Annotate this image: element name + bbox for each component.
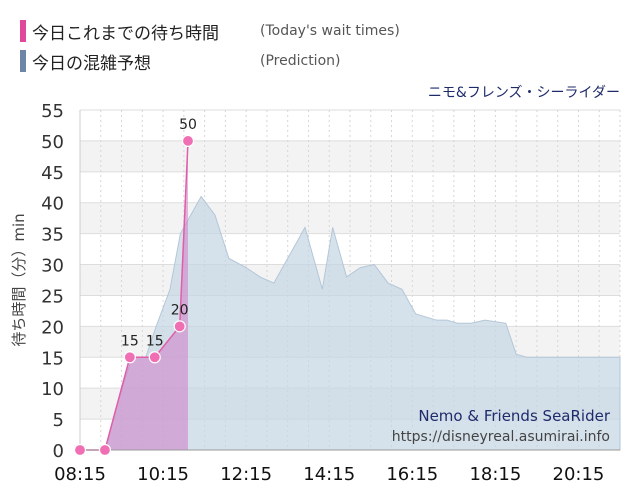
y-tick-label: 10 bbox=[41, 379, 64, 400]
today-point bbox=[173, 320, 186, 333]
y-tick-label: 15 bbox=[41, 348, 64, 369]
y-tick-label: 30 bbox=[41, 256, 64, 277]
data-label: 15 bbox=[121, 333, 139, 349]
x-tick-label: 10:15 bbox=[137, 464, 189, 485]
today-point bbox=[73, 443, 87, 457]
legend-today-label: 今日これまでの待ち時間 bbox=[32, 23, 219, 44]
watermark-name: Nemo & Friends SeaRider bbox=[418, 407, 610, 425]
grid-band bbox=[80, 233, 620, 265]
prediction-area bbox=[80, 195, 621, 451]
y-tick-label: 45 bbox=[41, 163, 64, 184]
x-tick-label: 20:15 bbox=[553, 464, 605, 485]
y-tick-label: 50 bbox=[41, 132, 64, 153]
today-point bbox=[98, 443, 112, 457]
data-label: 15 bbox=[146, 333, 164, 349]
legend-today: 今日これまでの待ち時間 bbox=[20, 20, 219, 44]
y-tick-label: 5 bbox=[53, 410, 64, 431]
y-tick-label: 55 bbox=[41, 101, 64, 122]
x-tick-label: 18:15 bbox=[469, 464, 521, 485]
legend-prediction: 今日の混雑予想 bbox=[20, 50, 151, 74]
legend-today-sub: (Today's wait times) bbox=[260, 23, 400, 39]
grid-band bbox=[80, 202, 620, 234]
legend-today-swatch bbox=[20, 20, 26, 42]
today-point bbox=[148, 351, 161, 364]
watermark-url: https://disneyreal.asumirai.info bbox=[392, 429, 610, 445]
axes bbox=[79, 110, 620, 451]
x-tick-label: 16:15 bbox=[386, 464, 438, 485]
today-area bbox=[80, 140, 188, 450]
y-tick-label: 20 bbox=[41, 317, 64, 338]
y-tick-label: 0 bbox=[53, 441, 64, 462]
legend-prediction-sub: (Prediction) bbox=[260, 53, 341, 69]
x-tick-label: 14:15 bbox=[303, 464, 355, 485]
y-tick-label: 35 bbox=[41, 225, 64, 246]
legend-prediction-swatch bbox=[20, 50, 26, 72]
today-point bbox=[123, 351, 136, 364]
x-tick-label: 08:15 bbox=[54, 464, 106, 485]
y-axis-label: 待ち時間（分）min bbox=[10, 213, 28, 346]
data-label: 20 bbox=[171, 302, 189, 318]
y-tick-label: 25 bbox=[41, 286, 64, 307]
legend-prediction-label: 今日の混雑予想 bbox=[32, 53, 151, 74]
y-tick-label: 40 bbox=[41, 194, 64, 215]
tick-labels: 0 5 10 15 20 25 30 35 40 45 50 55 08:15 10:15 12:15 14:… bbox=[41, 101, 604, 485]
data-label: 50 bbox=[179, 117, 197, 133]
x-tick-label: 12:15 bbox=[220, 464, 272, 485]
today-point bbox=[181, 134, 195, 148]
data-points: 15 15 20 50 bbox=[73, 117, 197, 457]
chart-title: ニモ&フレンズ・シーライダー bbox=[427, 85, 620, 101]
